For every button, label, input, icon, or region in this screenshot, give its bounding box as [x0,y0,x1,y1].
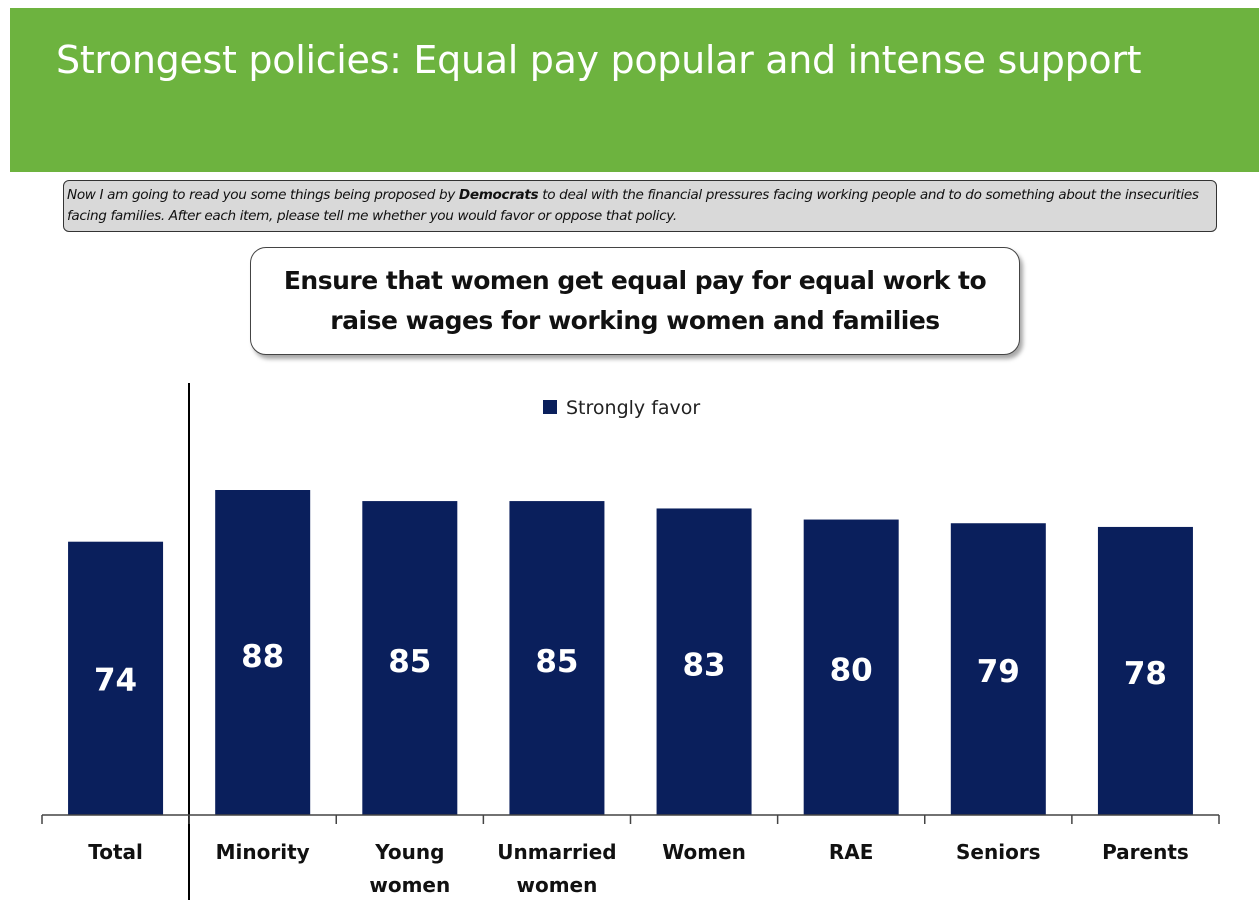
page-title: Strongest policies: Equal pay popular an… [56,38,1142,82]
legend-swatch [543,400,557,414]
question-text-start: Now I am going to read you some things b… [67,187,459,203]
data-label: 85 [388,644,431,680]
bar [362,501,458,815]
category-label: Minority [216,840,310,864]
policy-item-line-2: raise wages for working women and famili… [330,306,940,335]
category-label: RAE [829,840,874,864]
data-label: 83 [682,648,725,684]
category-label: women [517,873,598,897]
bar [68,541,164,815]
policy-item-line-1: Ensure that women get equal pay for equa… [283,266,987,295]
data-label: 88 [241,639,284,675]
bar [656,508,752,815]
category-label: Total [88,840,143,864]
bar [509,501,605,815]
bar [950,523,1046,815]
question-text-box: Now I am going to read you some things b… [63,180,1217,232]
data-label: 74 [94,663,137,699]
category-label: Seniors [956,840,1041,864]
question-text-emphasis: Democrats [458,187,539,203]
bar [803,519,899,815]
category-label: Unmarried [497,840,616,864]
data-label: 79 [977,654,1020,690]
policy-item-box: Ensure that women get equal pay for equa… [250,247,1020,355]
category-label: Young [374,840,444,864]
bar [215,490,311,815]
data-label: 80 [830,653,873,689]
category-label: Women [662,840,746,864]
data-label: 85 [535,644,578,680]
question-text-end: to deal with the financial pressures fac… [67,187,1199,224]
bar [1097,526,1193,815]
legend-label: Strongly favor [566,397,700,419]
category-label: Parents [1102,840,1189,864]
category-label: women [369,873,450,897]
title-banner: Strongest policies: Equal pay popular an… [10,8,1259,172]
data-label: 78 [1124,656,1167,692]
